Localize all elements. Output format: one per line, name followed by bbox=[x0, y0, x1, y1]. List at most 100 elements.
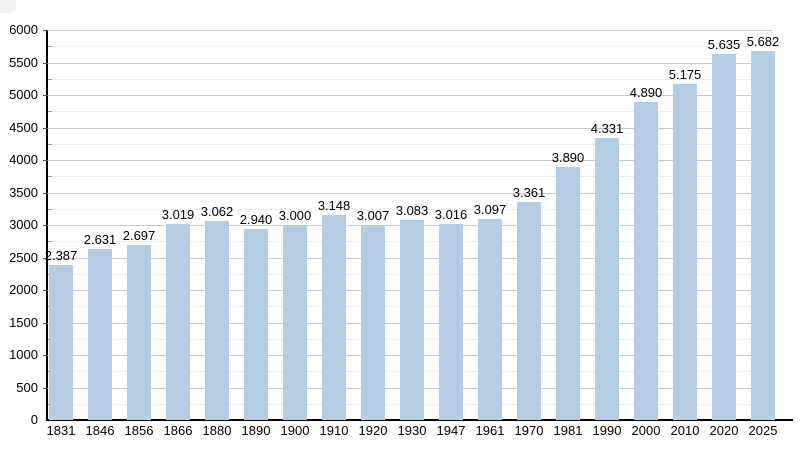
bar bbox=[127, 244, 151, 420]
minor-gridline bbox=[48, 176, 772, 178]
bar-value-label: 3.000 bbox=[278, 208, 312, 223]
major-gridline bbox=[48, 30, 772, 31]
bar bbox=[400, 219, 424, 420]
x-axis-tick-label: 1831 bbox=[46, 423, 76, 438]
x-axis-tick-label: 1900 bbox=[280, 423, 310, 438]
y-axis-tick bbox=[48, 111, 52, 113]
bar bbox=[439, 223, 463, 420]
bar-value-label: 3.019 bbox=[161, 206, 195, 222]
bar bbox=[634, 102, 658, 420]
major-gridline bbox=[48, 160, 772, 161]
bar-value-label: 5.682 bbox=[746, 33, 780, 49]
x-axis-tick-label: 2010 bbox=[670, 423, 700, 438]
bar bbox=[283, 225, 307, 420]
y-axis-tick bbox=[43, 257, 48, 259]
major-gridline bbox=[48, 95, 772, 96]
y-axis-tick bbox=[43, 62, 48, 64]
bar-value-label: 5.175 bbox=[668, 66, 702, 82]
y-axis-tick bbox=[48, 78, 52, 80]
x-axis-tick-label: 1970 bbox=[514, 423, 544, 438]
y-axis-tick-label: 3000 bbox=[9, 217, 38, 232]
bar-value-label: 3.148 bbox=[317, 198, 351, 214]
x-axis-tick-label: 1890 bbox=[241, 423, 271, 438]
x-axis-tick-label: 1961 bbox=[475, 423, 505, 438]
y-axis-tick bbox=[48, 143, 52, 145]
bar-value-label: 2.387 bbox=[44, 247, 78, 263]
bar bbox=[322, 215, 346, 420]
x-axis-tick-label: 1920 bbox=[358, 423, 388, 438]
y-axis-tick-label: 1000 bbox=[9, 347, 38, 362]
y-axis-tick-label: 1500 bbox=[9, 314, 38, 330]
y-axis-tick bbox=[48, 241, 52, 243]
bar-value-label: 2.940 bbox=[239, 211, 273, 227]
minor-gridline bbox=[48, 46, 772, 48]
bar bbox=[49, 264, 73, 420]
minor-gridline bbox=[48, 111, 772, 113]
y-axis-tick bbox=[48, 46, 52, 48]
bar-value-label: 3.016 bbox=[434, 206, 468, 222]
bar bbox=[88, 248, 112, 420]
y-axis-tick bbox=[43, 160, 48, 161]
minor-gridline bbox=[48, 78, 772, 80]
x-axis-tick-label: 1856 bbox=[124, 423, 154, 438]
x-axis-tick-label: 1930 bbox=[397, 423, 427, 438]
y-axis-tick-label: 4500 bbox=[9, 119, 38, 135]
x-axis-tick-label: 1990 bbox=[592, 423, 622, 438]
bar bbox=[751, 50, 775, 420]
y-axis-tick-label: 0 bbox=[30, 412, 38, 427]
x-axis-tick-label: 2000 bbox=[631, 423, 661, 438]
major-gridline bbox=[48, 127, 772, 129]
y-axis-tick-label: 4000 bbox=[9, 152, 38, 167]
y-axis-tick bbox=[43, 30, 48, 31]
y-axis-tick-label: 3500 bbox=[9, 184, 38, 200]
bar bbox=[478, 218, 502, 420]
y-axis-tick bbox=[43, 322, 48, 324]
minor-gridline bbox=[48, 143, 772, 145]
bar-value-label: 3.007 bbox=[356, 207, 390, 223]
y-axis-tick bbox=[43, 355, 48, 356]
bar bbox=[556, 167, 580, 420]
y-axis-tick bbox=[43, 127, 48, 129]
y-axis-tick-label: 5000 bbox=[9, 87, 38, 102]
minor-gridline bbox=[48, 208, 772, 210]
bar-value-label: 3.083 bbox=[395, 202, 429, 218]
bar-value-label: 3.361 bbox=[512, 184, 546, 200]
bar bbox=[166, 223, 190, 420]
y-axis-tick bbox=[43, 225, 48, 226]
x-axis-tick-label: 1910 bbox=[319, 423, 349, 438]
bar bbox=[517, 201, 541, 420]
bar-value-label: 4.331 bbox=[590, 121, 624, 137]
x-axis-tick-label: 2025 bbox=[748, 423, 778, 438]
bar-value-label: 2.631 bbox=[83, 231, 117, 247]
bar bbox=[361, 224, 385, 420]
bar-value-label: 2.697 bbox=[122, 227, 156, 243]
y-axis-tick-label: 2000 bbox=[9, 282, 38, 297]
x-axis-tick-label: 1947 bbox=[436, 423, 466, 438]
y-axis-tick bbox=[43, 387, 48, 389]
y-axis-tick-label: 6000 bbox=[9, 22, 38, 37]
major-gridline bbox=[48, 192, 772, 194]
x-axis-tick-label: 1866 bbox=[163, 423, 193, 438]
corner-artifact bbox=[0, 0, 16, 13]
bar-value-label: 3.890 bbox=[551, 150, 585, 166]
x-axis-tick-label: 2020 bbox=[709, 423, 739, 438]
bar bbox=[205, 220, 229, 420]
y-axis-tick bbox=[43, 95, 48, 96]
y-axis-tick-label: 2500 bbox=[9, 249, 38, 265]
bar bbox=[673, 83, 697, 420]
bar bbox=[712, 53, 736, 420]
y-axis-tick bbox=[43, 192, 48, 194]
bar-value-label: 3.062 bbox=[200, 203, 234, 219]
bar-value-label: 5.635 bbox=[707, 36, 741, 52]
x-axis-tick-label: 1981 bbox=[553, 423, 583, 438]
x-axis-tick-label: 1880 bbox=[202, 423, 232, 438]
major-gridline bbox=[48, 62, 772, 64]
y-axis-tick bbox=[48, 208, 52, 210]
bar bbox=[595, 138, 619, 420]
x-axis-tick-label: 1846 bbox=[85, 423, 115, 438]
bar-value-label: 4.890 bbox=[629, 85, 663, 101]
bar bbox=[244, 228, 268, 420]
y-axis-tick bbox=[43, 290, 48, 291]
y-axis-tick-label: 5500 bbox=[9, 54, 38, 70]
